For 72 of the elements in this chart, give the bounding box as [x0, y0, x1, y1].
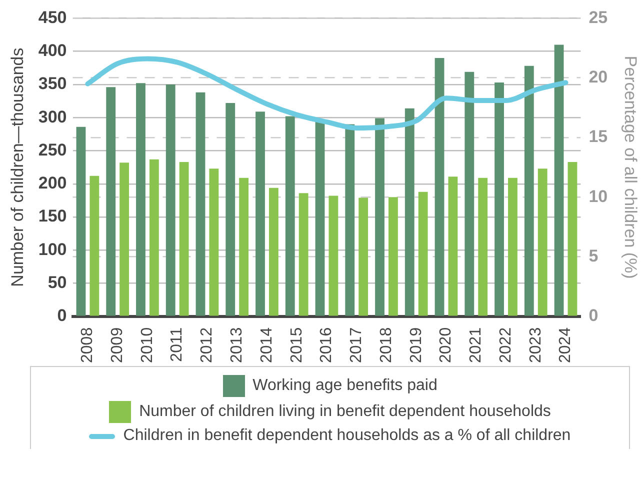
bar: [524, 66, 534, 316]
x-tick-label: 2010: [138, 327, 156, 363]
x-tick-label: 2020: [438, 327, 455, 363]
y-tick-label: 150: [38, 206, 67, 226]
y-tick-label: 50: [48, 272, 67, 292]
y2-tick-label: 10: [588, 186, 608, 206]
bar: [268, 188, 278, 316]
y2-tick-label: 15: [588, 127, 608, 146]
bar: [464, 72, 474, 316]
bar: [375, 118, 384, 316]
bar: [196, 92, 206, 316]
bar: [136, 83, 146, 316]
y-tick-label: 250: [38, 140, 67, 160]
y-tick-label: 450: [38, 8, 67, 27]
x-tick-label: 2016: [318, 327, 336, 363]
bar: [226, 103, 236, 316]
y2-tick-label: 0: [588, 306, 598, 326]
x-tick-label: 2011: [168, 327, 186, 362]
bar: [149, 159, 159, 316]
x-tick-label: 2018: [378, 327, 395, 363]
bar: [345, 124, 355, 316]
y2-tick-label: 25: [588, 8, 608, 27]
bar: [90, 176, 100, 316]
y-tick-label: 200: [38, 174, 67, 193]
bar: [388, 197, 398, 316]
bar: [315, 120, 325, 316]
x-tick-label: 2024: [557, 327, 574, 363]
x-tick-label: 2023: [527, 327, 544, 363]
bar: [76, 126, 86, 316]
bar: [239, 178, 249, 316]
y-axis-title: Number of children—thousands: [8, 48, 27, 287]
x-tick-label: 2015: [288, 327, 306, 363]
bar: [285, 116, 295, 316]
legend-label: Working age benefits paid: [252, 377, 438, 395]
x-tick-label: 2017: [348, 327, 366, 363]
x-tick-label: 2013: [228, 327, 246, 363]
y-tick-label: 300: [38, 107, 67, 126]
x-tick-label: 2019: [408, 327, 425, 363]
x-tick-label: 2012: [198, 327, 216, 363]
bar: [106, 87, 116, 316]
legend-label: Children in benefit dependent households as a % of all children: [123, 427, 571, 445]
bar: [478, 178, 488, 316]
bar: [418, 192, 428, 316]
bar: [404, 108, 414, 316]
bar: [209, 168, 219, 316]
bar: [448, 176, 458, 316]
x-tick-label: 2022: [497, 327, 514, 363]
y-tick-label: 350: [38, 74, 67, 94]
legend-label: Number of children living in benefit dependent households: [139, 403, 551, 421]
y-tick-label: 100: [38, 240, 67, 259]
bar: [120, 162, 130, 316]
bar: [538, 168, 548, 316]
x-tick-label: 2014: [258, 327, 276, 363]
bar: [179, 162, 189, 316]
y-tick-label: 0: [57, 306, 67, 326]
y2-tick-label: 20: [588, 68, 608, 87]
bar: [554, 44, 564, 316]
bar: [256, 112, 265, 316]
bar: [494, 82, 504, 316]
x-tick-label: 2008: [79, 327, 96, 363]
bar: [434, 58, 444, 316]
bar: [568, 162, 578, 316]
y2-tick-label: 5: [588, 246, 598, 266]
bar: [328, 196, 338, 316]
x-tick-label: 2021: [468, 327, 485, 363]
x-tick-label: 2009: [108, 327, 126, 363]
y-tick-label: 400: [38, 41, 67, 60]
bar: [166, 84, 176, 316]
y2-axis-title: Percentage of all children (%): [621, 56, 640, 279]
bar: [508, 178, 518, 316]
bar: [358, 198, 368, 316]
bar: [298, 193, 308, 316]
